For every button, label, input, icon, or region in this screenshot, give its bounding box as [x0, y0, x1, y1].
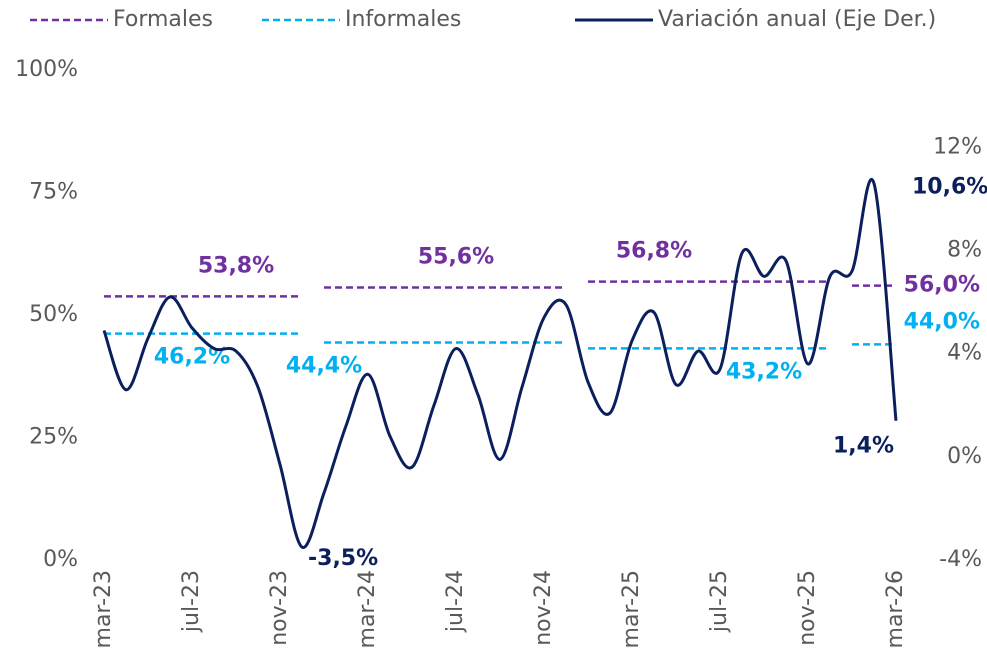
- y-tick-label: 50%: [29, 302, 78, 327]
- y-tick-label: 25%: [29, 425, 78, 450]
- data-label: 10,6%: [912, 174, 987, 199]
- data-label: 56,0%: [904, 273, 980, 298]
- x-tick-label: jul-24: [443, 570, 468, 633]
- series-line: [102, 178, 898, 549]
- legend-label: Variación anual (Eje Der.): [658, 7, 936, 32]
- x-tick-label: mar-23: [91, 570, 116, 648]
- y-tick-label: 0%: [43, 547, 78, 572]
- data-label: 44,4%: [286, 353, 362, 378]
- data-label: 44,0%: [904, 309, 980, 334]
- data-label: 56,8%: [616, 239, 692, 264]
- y2-tick-label: 8%: [947, 238, 982, 263]
- y-tick-label: 75%: [29, 180, 78, 205]
- data-label: 53,8%: [198, 253, 274, 278]
- x-tick-label: jul-25: [707, 570, 732, 633]
- x-tick-label: nov-25: [795, 570, 820, 646]
- y2-tick-label: 12%: [933, 134, 982, 159]
- x-tick-label: mar-24: [355, 570, 380, 648]
- x-tick-label: nov-24: [531, 570, 556, 646]
- x-tick-label: jul-23: [179, 570, 204, 633]
- y2-tick-label: -4%: [939, 547, 982, 572]
- y-tick-label: 100%: [15, 57, 78, 82]
- data-label: 43,2%: [726, 359, 802, 384]
- data-label: 55,6%: [418, 245, 494, 270]
- data-label: -3,5%: [308, 546, 378, 571]
- x-tick-label: nov-23: [267, 570, 292, 646]
- data-label: 1,4%: [833, 434, 894, 459]
- legend-label: Informales: [345, 7, 461, 32]
- y2-tick-label: 4%: [947, 341, 982, 366]
- x-tick-label: mar-25: [619, 570, 644, 648]
- y2-tick-label: 0%: [947, 444, 982, 469]
- x-tick-label: mar-26: [883, 570, 908, 648]
- legend-label: Formales: [113, 7, 213, 32]
